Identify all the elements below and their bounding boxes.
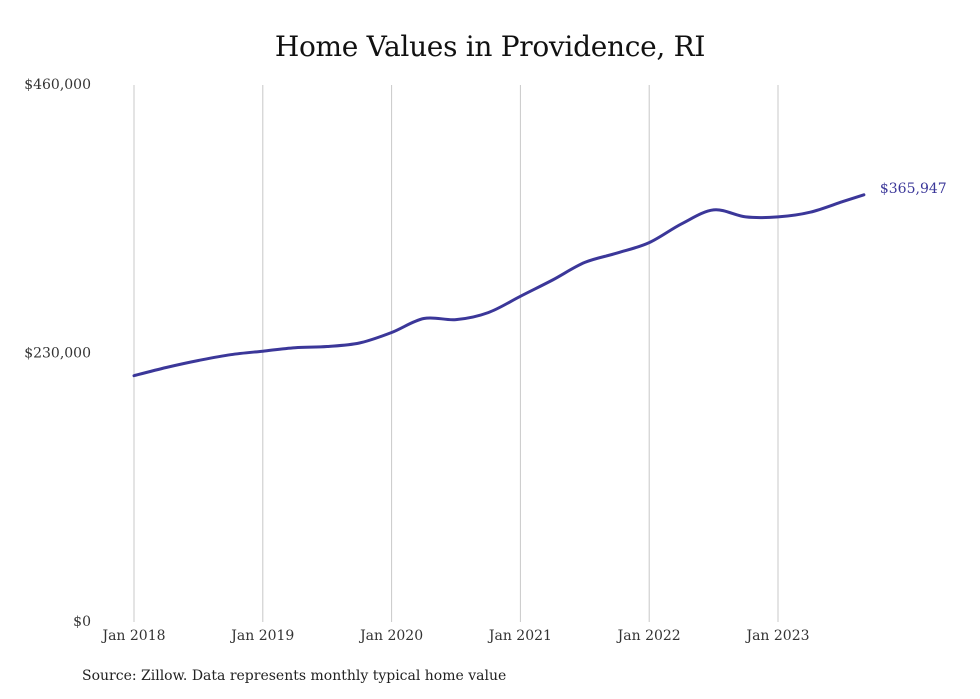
x-tick-label-3: Jan 2021 xyxy=(487,628,552,644)
y-axis-ticks: $0 $230,000 $460,000 xyxy=(24,77,91,630)
end-value-label: $365,947 xyxy=(880,181,947,197)
x-tick-label-2: Jan 2020 xyxy=(358,628,423,644)
x-tick-label-5: Jan 2023 xyxy=(744,628,809,644)
chart-title: Home Values in Providence, RI xyxy=(274,30,706,63)
gridlines xyxy=(133,85,779,622)
x-tick-label-0: Jan 2018 xyxy=(100,628,165,644)
y-tick-label-2: $460,000 xyxy=(24,77,91,93)
series-line-0 xyxy=(132,193,866,378)
y-tick-label-0: $0 xyxy=(73,614,91,630)
x-tick-label-4: Jan 2022 xyxy=(616,628,681,644)
series-layer xyxy=(132,193,866,378)
data-labels: $365,947 xyxy=(880,181,947,197)
x-axis-ticks: Jan 2018 Jan 2019 Jan 2020 Jan 2021 Jan 2022… xyxy=(100,628,809,644)
x-tick-label-1: Jan 2019 xyxy=(229,628,294,644)
source-note: Source: Zillow. Data represents monthly … xyxy=(82,668,507,684)
y-tick-label-1: $230,000 xyxy=(24,346,91,362)
